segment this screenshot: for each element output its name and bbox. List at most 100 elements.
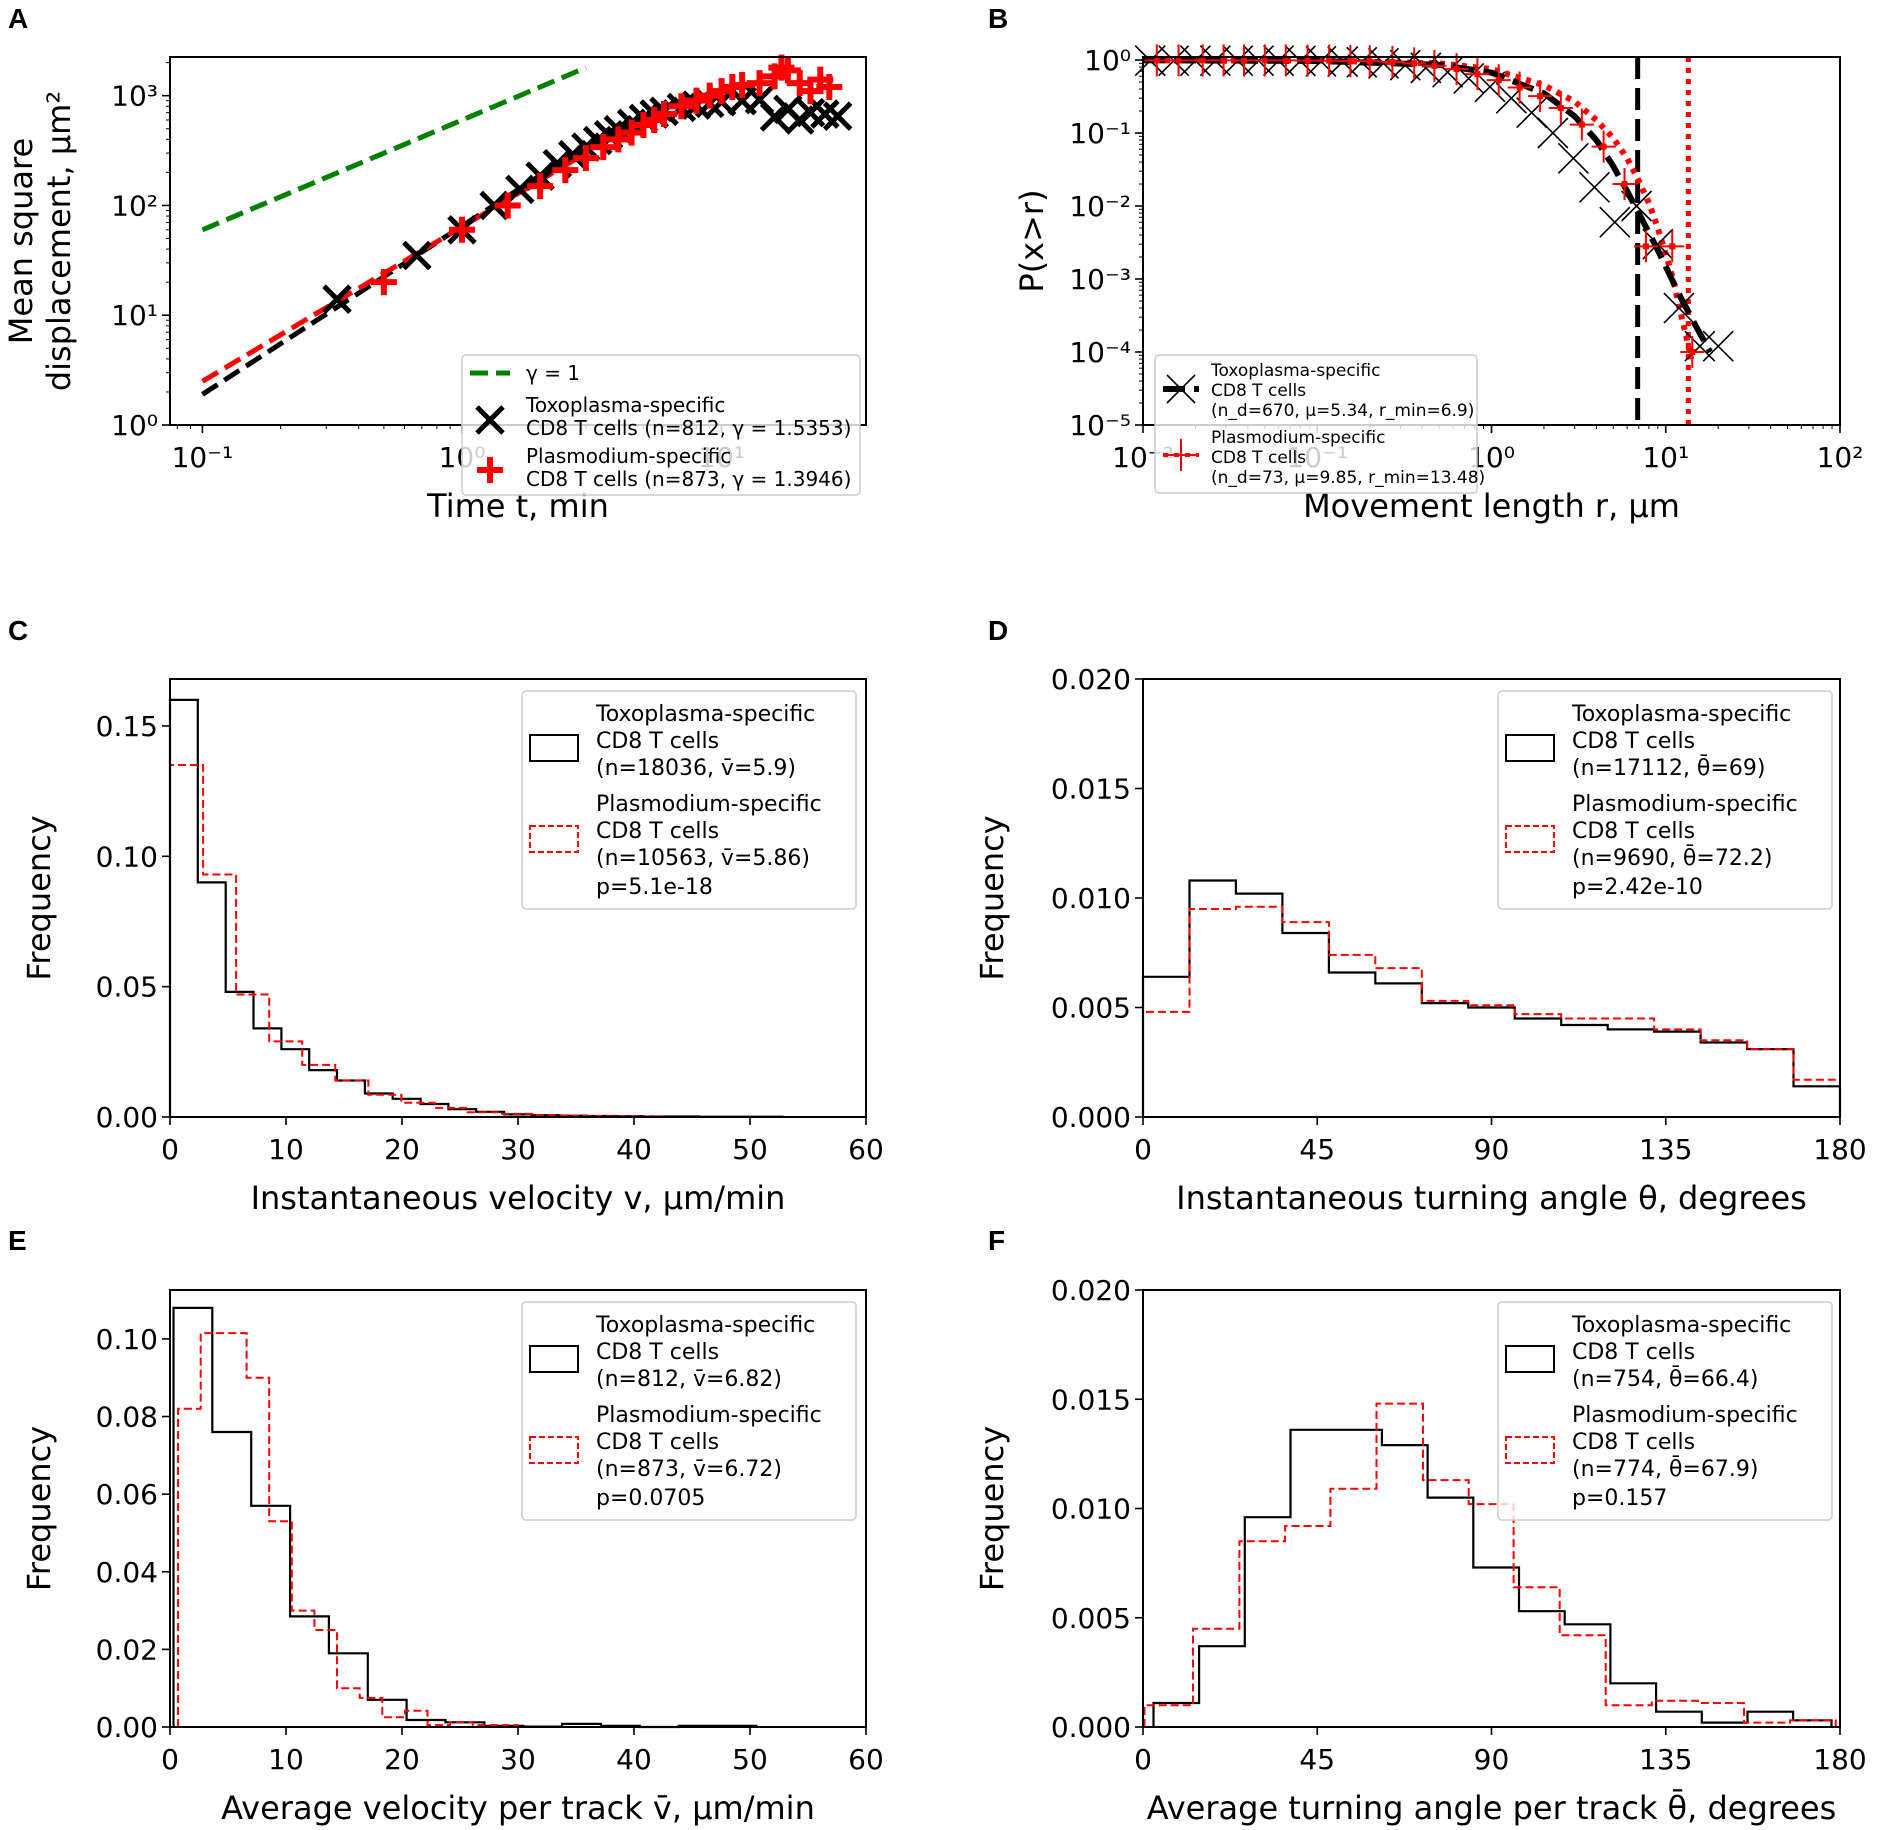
data-point-toxoplasma (1599, 206, 1631, 238)
legend-label-toxoplasma-line3: (n=18036, v̄=5.9) (596, 756, 796, 781)
legend-box (521, 690, 857, 910)
legend-label-toxoplasma-line1: Toxoplasma-specific (595, 1313, 815, 1338)
data-point-plasmodium-marker (1175, 57, 1182, 64)
data-point-plasmodium (696, 82, 723, 109)
legend-swatch-plasmodium (477, 457, 503, 483)
data-point-plasmodium-marker (1621, 181, 1628, 188)
panel-letter-b: B (988, 3, 1008, 34)
data-point-plasmodium-marker (1453, 66, 1460, 73)
legend-box (1497, 690, 1833, 910)
data-point-plasmodium (590, 134, 617, 161)
legend-label-toxoplasma-line2: CD8 T cells (1211, 381, 1306, 401)
y-tick-label: 0.015 (1051, 1383, 1131, 1416)
y-tick-label: 0.05 (96, 971, 158, 1004)
data-point-toxoplasma (1557, 142, 1589, 174)
y-tick-label: 10⁰ (111, 409, 158, 442)
data-point-toxoplasma (1642, 228, 1674, 260)
legend-label-plasmodium-line1: Plasmodium-specific (1572, 792, 1798, 817)
y-axis-label-line1: Mean square (2, 138, 40, 344)
legend-label-gamma-1: γ = 1 (526, 361, 580, 385)
data-point-plasmodium-marker (1578, 121, 1585, 128)
data-point-plasmodium (552, 157, 579, 184)
data-point-toxoplasma (1663, 292, 1695, 324)
legend-label-plasmodium-line2: CD8 T cells (596, 819, 719, 844)
panel-d-turning-angle-histogram: 0 45 90 135 180 0.000 0.005 0.010 0.015 0.020 Inst… (973, 663, 1867, 1217)
legend-swatch-plasmodium-marker (1165, 439, 1197, 471)
reference-line-gamma-1 (201, 65, 587, 233)
y-axis-label: Frequency (973, 815, 1011, 980)
x-tick-label: 0 (161, 1133, 179, 1166)
legend-label-toxoplasma-line1: Toxoplasma-specific (1571, 702, 1791, 727)
data-point-plasmodium-marker (1669, 243, 1676, 250)
legend-p-value: p=0.0705 (596, 1486, 705, 1511)
hist-outline-plasmodium (1142, 905, 1841, 1117)
legend-box (1154, 354, 1478, 494)
y-tick-label: 0.02 (96, 1633, 158, 1666)
x-tick-label: 50 (732, 1743, 768, 1776)
y-tick-label: 10⁻⁴ (1069, 336, 1131, 369)
y-tick-label: 10⁻² (1069, 190, 1131, 223)
hist-outline-plasmodium (1143, 1402, 1837, 1727)
data-point-toxoplasma (505, 174, 535, 205)
legend-label-toxoplasma-line3: (n_d=670, μ=5.34, r_min=6.9) (1211, 401, 1474, 421)
panel-c-velocity-histogram: 0 10 20 30 40 50 60 0.00 0.05 0.10 0.15 Instantaneo… (20, 678, 884, 1217)
data-point-plasmodium-marker (1431, 62, 1438, 69)
y-tick-label: 10⁻¹ (1069, 117, 1131, 150)
data-point-plasmodium (668, 93, 695, 120)
x-axis-label: Instantaneous velocity v, μm/min (251, 1179, 786, 1217)
y-tick-label: 10⁻³ (1069, 263, 1131, 296)
data-point-plasmodium-marker (1153, 57, 1160, 64)
legend-label-plasmodium-line2: CD8 T cells (1572, 819, 1695, 844)
legend-label-plasmodium-line2: CD8 T cells (1572, 1430, 1695, 1455)
data-point-plasmodium-marker (1261, 57, 1268, 64)
data-point-plasmodium-marker (1326, 57, 1333, 64)
x-tick-label: 180 (1813, 1743, 1866, 1776)
y-tick-label: 0.00 (96, 1711, 158, 1744)
data-point-plasmodium (494, 192, 521, 219)
legend-label-plasmodium-line2: CD8 T cells (1211, 448, 1306, 468)
data-point-plasmodium-marker (1557, 105, 1564, 112)
data-point-plasmodium (605, 126, 632, 153)
panel-letter-a: A (8, 3, 28, 34)
data-point-toxoplasma (1702, 330, 1734, 362)
x-tick-label: 30 (500, 1743, 536, 1776)
hist-outline-toxoplasma (1141, 879, 1842, 1117)
data-point-plasmodium (816, 73, 843, 100)
legend-label-plasmodium-line2: CD8 T cells (596, 1430, 719, 1455)
legend-swatch-plasmodium (1505, 825, 1555, 853)
data-point-plasmodium (370, 269, 397, 296)
legend-label-plasmodium-line1: Plasmodium-specific (1211, 428, 1385, 448)
y-axis-label: Frequency (973, 1426, 1011, 1591)
data-point-toxoplasma (1578, 171, 1611, 203)
x-tick-label: 10 (268, 1133, 304, 1166)
hist-outline-plasmodium (169, 764, 667, 1118)
x-tick-label: 90 (1474, 1743, 1510, 1776)
y-tick-label: 0.15 (96, 710, 158, 743)
data-point-toxoplasma (1684, 330, 1716, 362)
x-tick-label: 135 (1639, 1743, 1692, 1776)
legend-label-plasmodium-line1: Plasmodium-specific (526, 444, 731, 468)
x-tick-label: 0 (1134, 1133, 1152, 1166)
data-point-plasmodium-marker (1474, 71, 1481, 78)
data-point-toxoplasma (322, 284, 352, 314)
data-point-plasmodium-marker (1241, 57, 1248, 64)
panel-letter-c: C (8, 615, 28, 646)
legend-label-toxoplasma-line2: CD8 T cells (596, 1340, 719, 1365)
data-point-plasmodium (683, 87, 710, 114)
legend-label-plasmodium-line3: (n=10563, v̄=5.86) (596, 846, 810, 871)
y-tick-label: 0.020 (1051, 663, 1131, 696)
legend-box (521, 1301, 857, 1521)
x-tick-label: 60 (848, 1743, 884, 1776)
legend-label-toxoplasma-line1: Toxoplasma-specific (1571, 1313, 1791, 1338)
legend-label-toxoplasma-line2: CD8 T cells (596, 729, 719, 754)
x-tick-label: 60 (848, 1133, 884, 1166)
data-point-plasmodium-marker (1600, 143, 1607, 150)
legend-swatch-toxoplasma (1505, 734, 1555, 762)
hist-outline-plasmodium (177, 1332, 519, 1727)
data-point-plasmodium (572, 145, 599, 172)
data-point-toxoplasma (1432, 56, 1464, 88)
y-tick-label: 0.10 (96, 840, 158, 873)
data-point-plasmodium-marker (1220, 57, 1227, 64)
legend-label-plasmodium-line3: (n=9690, θ̄=72.2) (1572, 845, 1772, 871)
legend-label-plasmodium-line3: (n=873, v̄=6.72) (596, 1457, 782, 1482)
